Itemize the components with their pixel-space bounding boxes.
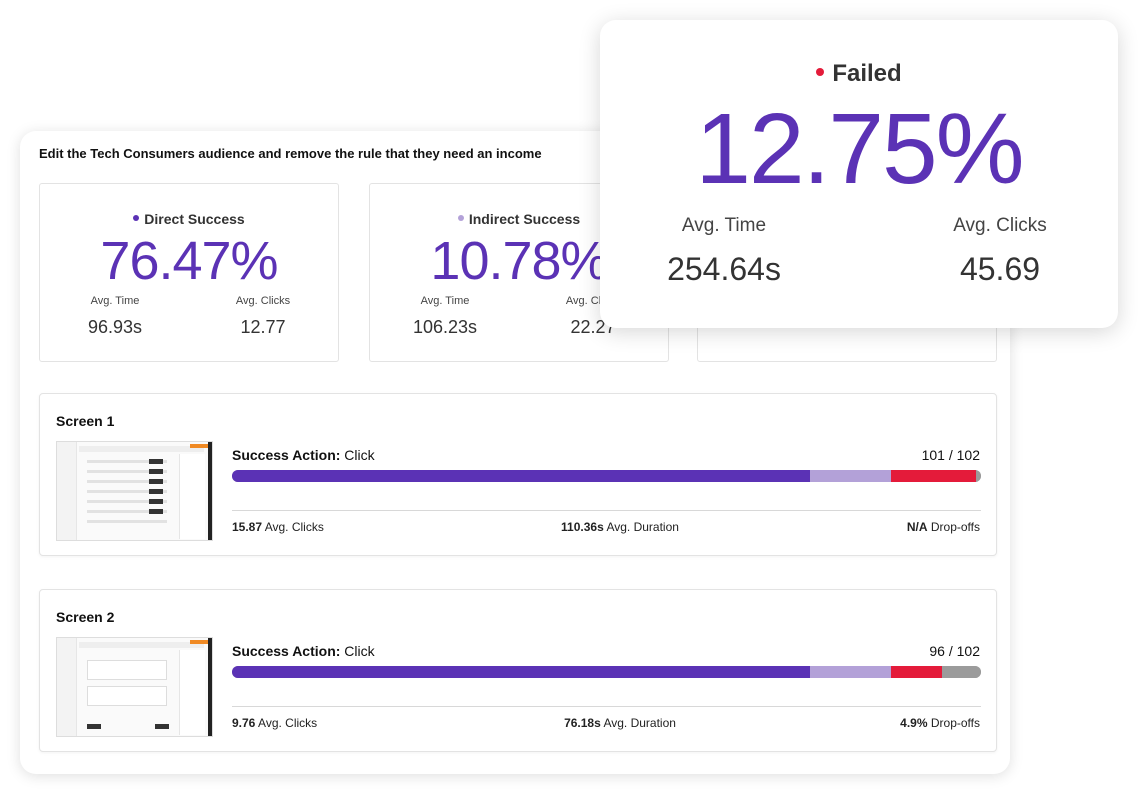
failed-summary-card: Failed 12.75% Avg. Time Avg. Clicks 254.…	[600, 20, 1118, 328]
indirect-success-label: Indirect Success	[370, 211, 668, 227]
direct-avg-clicks: 12.77	[240, 317, 286, 337]
avg-duration-metric: 110.36s Avg. Duration	[561, 520, 679, 534]
failed-label: Failed	[600, 60, 1118, 88]
screen-title: Screen 1	[56, 413, 115, 429]
direct-avg-time: 96.93s	[87, 317, 143, 337]
indirect-avg-time: 106.23s	[412, 317, 478, 337]
task-title: Edit the Tech Consumers audience and rem…	[39, 146, 542, 161]
screen-thumbnail[interactable]	[56, 441, 213, 541]
indirect-success-percent: 10.78%	[430, 231, 608, 291]
indirect-dot-icon	[457, 215, 464, 222]
direct-dot-icon	[133, 215, 140, 222]
bar-dropoff-segment	[975, 470, 981, 482]
direct-avg-clicks-label: Avg. Clicks	[235, 295, 291, 307]
failed-avg-clicks: 45.69	[959, 251, 1041, 287]
dropoffs-metric: N/A Drop-offs	[906, 520, 980, 534]
failed-avg-time: 254.64s	[667, 251, 781, 287]
screen-card[interactable]: Screen 1 Success Action: Click 101 / 102…	[39, 393, 997, 556]
screen-card[interactable]: Screen 2 Success Action: Click 96 / 102 …	[39, 589, 997, 752]
bar-direct-segment	[232, 470, 811, 482]
direct-avg-time-label: Avg. Time	[90, 295, 140, 307]
direct-success-box: Direct Success 76.47% Avg. Time Avg. Cli…	[39, 183, 339, 362]
divider	[232, 706, 981, 707]
bar-direct-segment	[232, 666, 811, 678]
avg-clicks-metric: 9.76 Avg. Clicks	[232, 716, 318, 730]
failed-avg-time-label: Avg. Time	[681, 215, 767, 236]
screen-title: Screen 2	[56, 609, 115, 625]
failed-avg-clicks-label: Avg. Clicks	[953, 215, 1047, 236]
bar-indirect-segment	[810, 470, 892, 482]
direct-success-percent: 76.47%	[100, 231, 278, 291]
failed-percent: 12.75%	[695, 93, 1024, 205]
outcome-bar	[232, 666, 981, 678]
bar-failed-segment	[891, 470, 976, 482]
screen-thumbnail[interactable]	[56, 637, 213, 737]
divider	[232, 510, 981, 511]
success-action: Success Action: Click	[232, 447, 375, 463]
indirect-avg-time-label: Avg. Time	[420, 295, 470, 307]
bar-indirect-segment	[810, 666, 892, 678]
completion-ratio: 101 / 102	[921, 447, 980, 463]
completion-ratio: 96 / 102	[929, 643, 980, 659]
bar-dropoff-segment	[942, 666, 981, 678]
direct-success-label: Direct Success	[40, 211, 338, 227]
avg-duration-metric: 76.18s Avg. Duration	[564, 716, 676, 730]
failed-dot-icon	[816, 67, 825, 76]
outcome-bar	[232, 470, 981, 482]
avg-clicks-metric: 15.87 Avg. Clicks	[232, 520, 324, 534]
success-action: Success Action: Click	[232, 643, 375, 659]
dropoffs-metric: 4.9% Drop-offs	[900, 716, 980, 730]
bar-failed-segment	[891, 666, 943, 678]
